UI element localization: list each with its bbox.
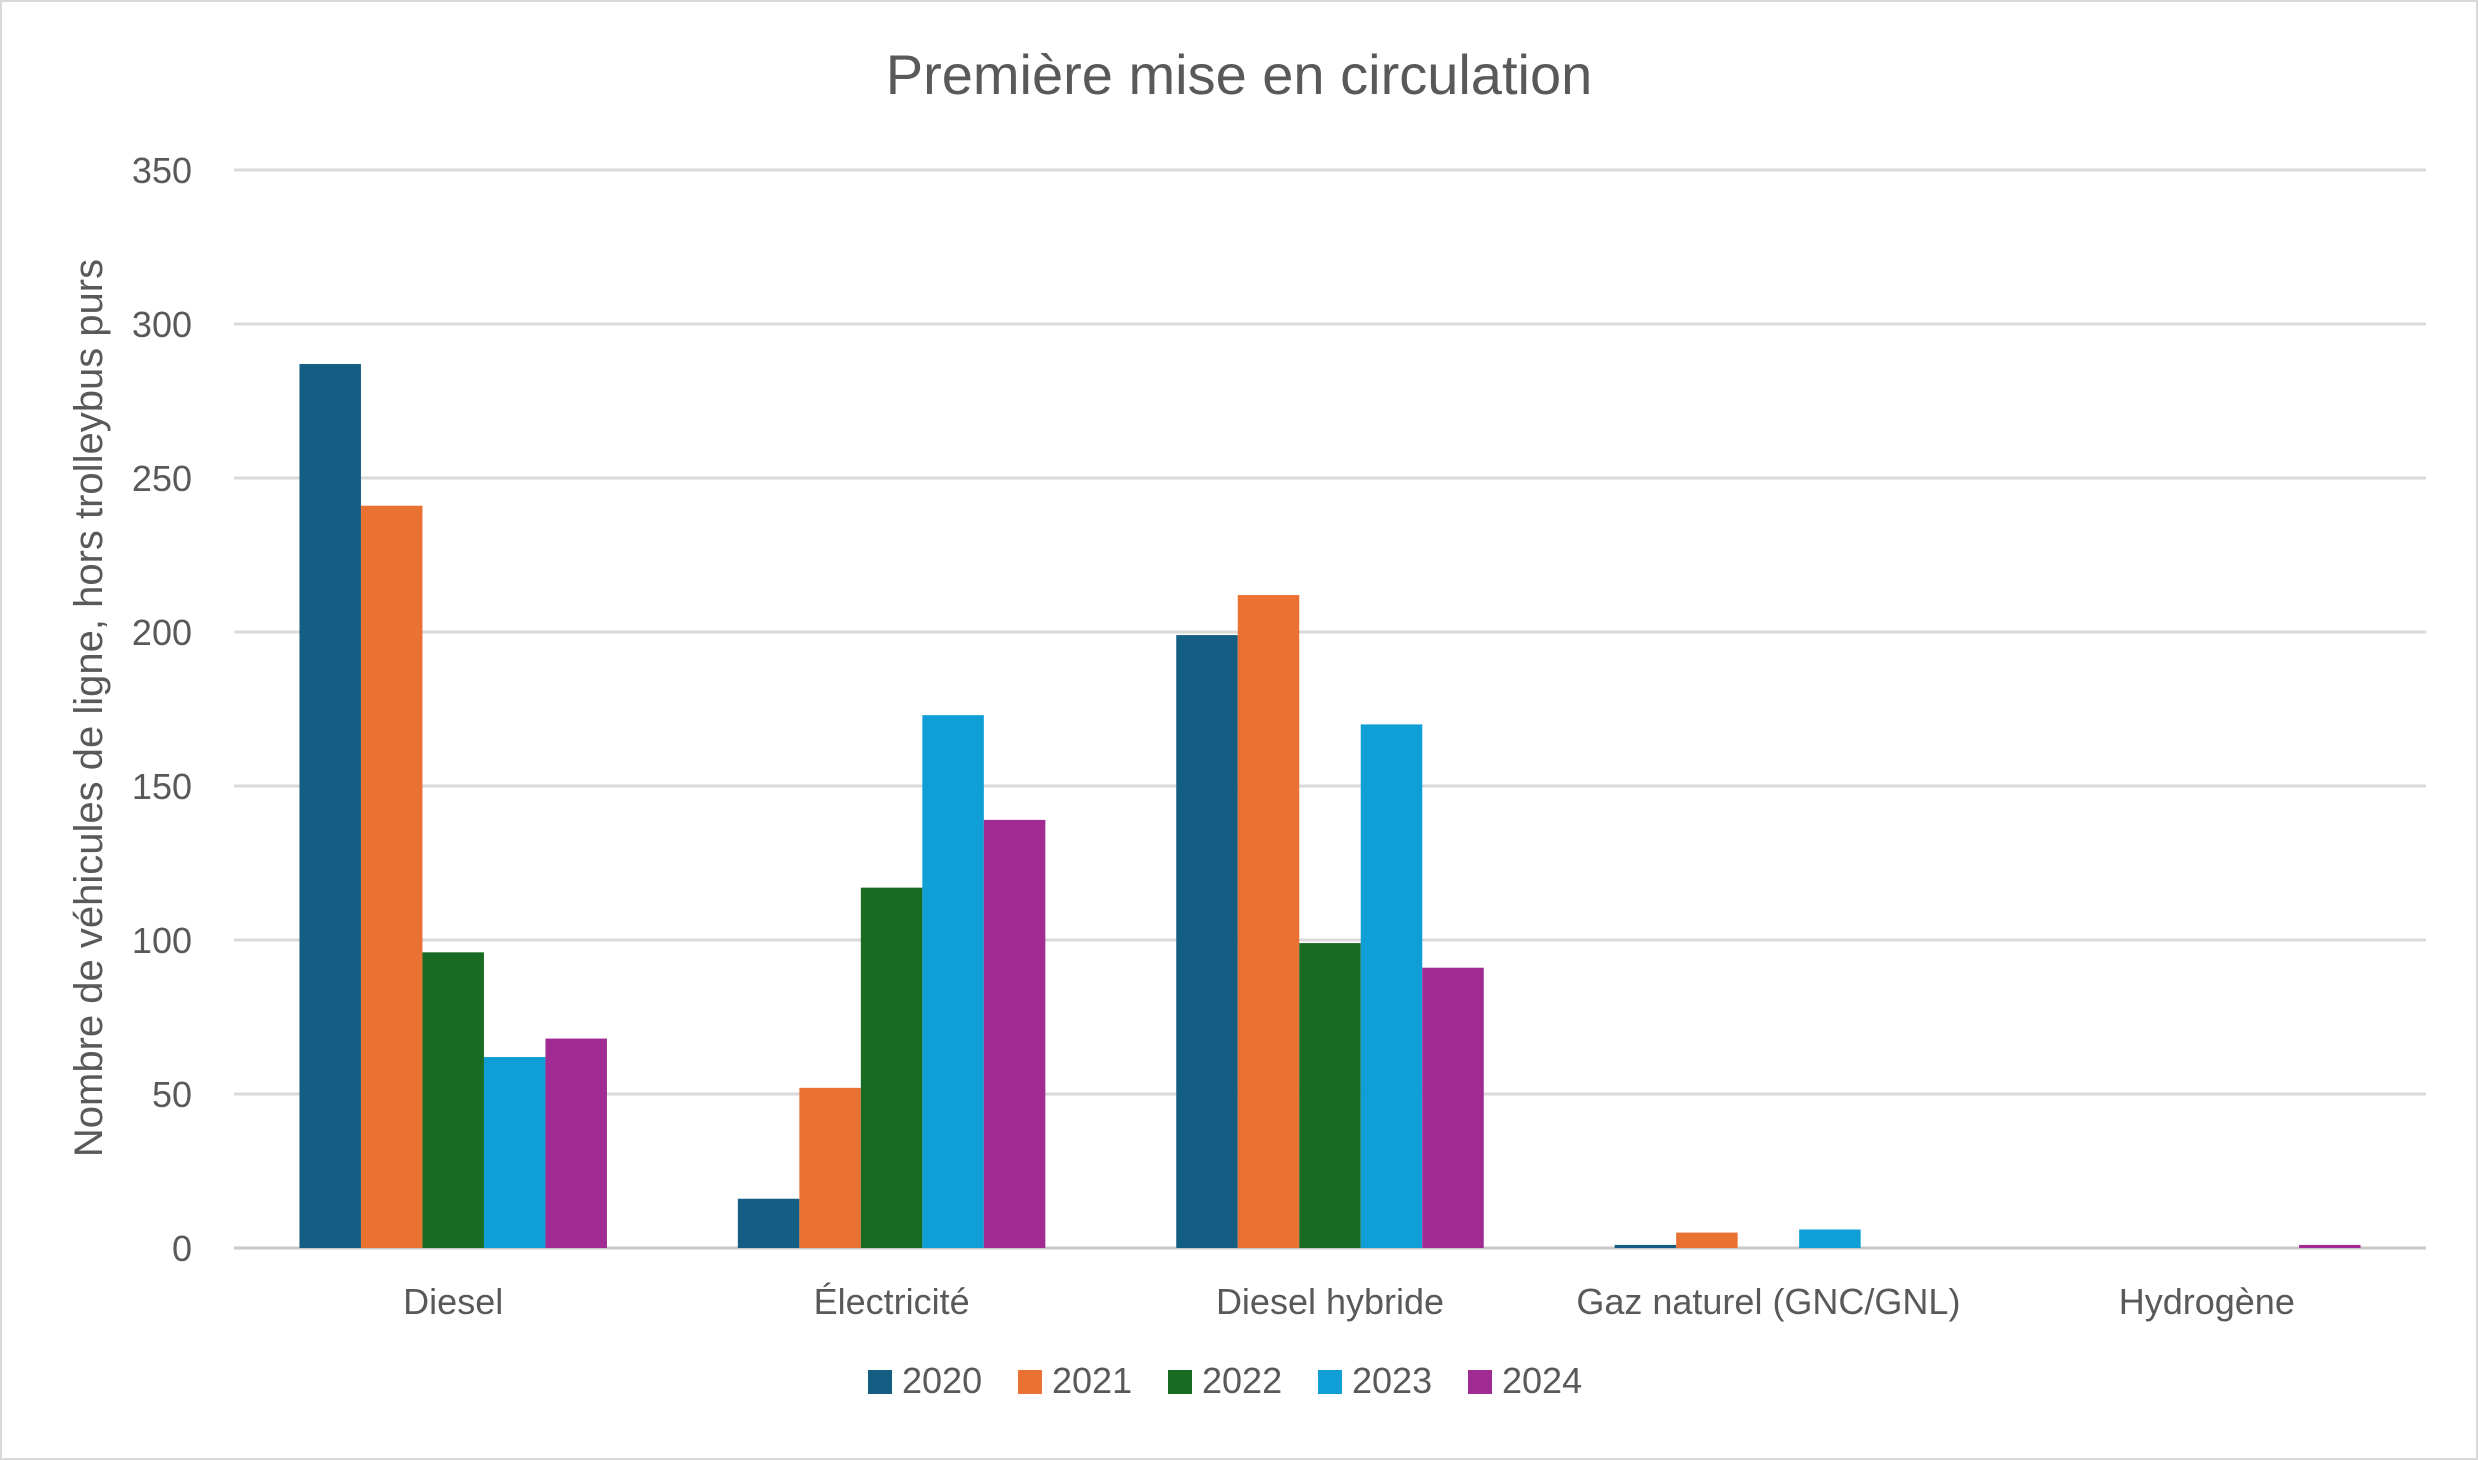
bar-2020-0 — [299, 364, 361, 1248]
bars — [299, 364, 2361, 1249]
bar-2023-2 — [1360, 724, 1423, 1248]
bar-2023-3 — [1799, 1229, 1861, 1248]
bar-2022-1 — [860, 887, 923, 1248]
x-category-label: Électricité — [814, 1281, 970, 1322]
legend-swatch-2020 — [868, 1370, 892, 1394]
x-axis-categories: Diesel Électricité Diesel hybride Gaz natur… — [403, 1281, 2295, 1322]
bar-2020-2 — [1176, 635, 1238, 1248]
bar-2021-0 — [360, 505, 423, 1249]
bar-2023-1 — [922, 715, 984, 1248]
x-category-label: Hydrogène — [2119, 1281, 2295, 1322]
y-tick-label: 150 — [132, 766, 192, 807]
legend-swatch-2024 — [1468, 1370, 1492, 1394]
legend-label: 2023 — [1352, 1360, 1432, 1401]
bar-2023-0 — [483, 1057, 546, 1248]
legend-label: 2024 — [1502, 1360, 1582, 1401]
y-tick-label: 250 — [132, 458, 192, 499]
legend-swatch-2022 — [1168, 1370, 1192, 1394]
bar-2020-3 — [1614, 1244, 1677, 1248]
y-tick-label: 100 — [132, 920, 192, 961]
y-tick-label: 350 — [132, 150, 192, 191]
legend-swatch-2023 — [1318, 1370, 1342, 1394]
bar-2024-4 — [2299, 1244, 2361, 1248]
bar-2021-1 — [799, 1087, 861, 1248]
y-tick-label: 200 — [132, 612, 192, 653]
y-tick-label: 50 — [152, 1074, 192, 1115]
legend-label: 2021 — [1052, 1360, 1132, 1401]
bar-2024-0 — [545, 1038, 607, 1248]
chart-title: Première mise en circulation — [886, 43, 1592, 106]
y-axis-label: Nombre de véhicules de ligne, hors troll… — [67, 259, 111, 1157]
y-axis-ticks: 0 50 100 150 200 250 300 350 — [132, 150, 192, 1269]
x-category-label: Diesel hybride — [1216, 1281, 1444, 1322]
bar-2022-0 — [422, 952, 484, 1248]
bar-2021-3 — [1676, 1232, 1738, 1248]
y-tick-label: 0 — [172, 1228, 192, 1269]
bar-2024-1 — [983, 819, 1046, 1248]
bar-2021-2 — [1237, 595, 1300, 1248]
y-tick-label: 300 — [132, 304, 192, 345]
legend-swatch-2021 — [1018, 1370, 1042, 1394]
legend: 2020 2021 2022 2023 2024 — [868, 1360, 1582, 1401]
bar-2024-2 — [1422, 967, 1484, 1248]
legend-label: 2022 — [1202, 1360, 1282, 1401]
legend-label: 2020 — [902, 1360, 982, 1401]
x-category-label: Gaz naturel (GNC/GNL) — [1576, 1281, 1960, 1322]
bar-2022-2 — [1299, 943, 1361, 1248]
bar-2020-1 — [737, 1198, 800, 1248]
x-category-label: Diesel — [403, 1281, 503, 1322]
